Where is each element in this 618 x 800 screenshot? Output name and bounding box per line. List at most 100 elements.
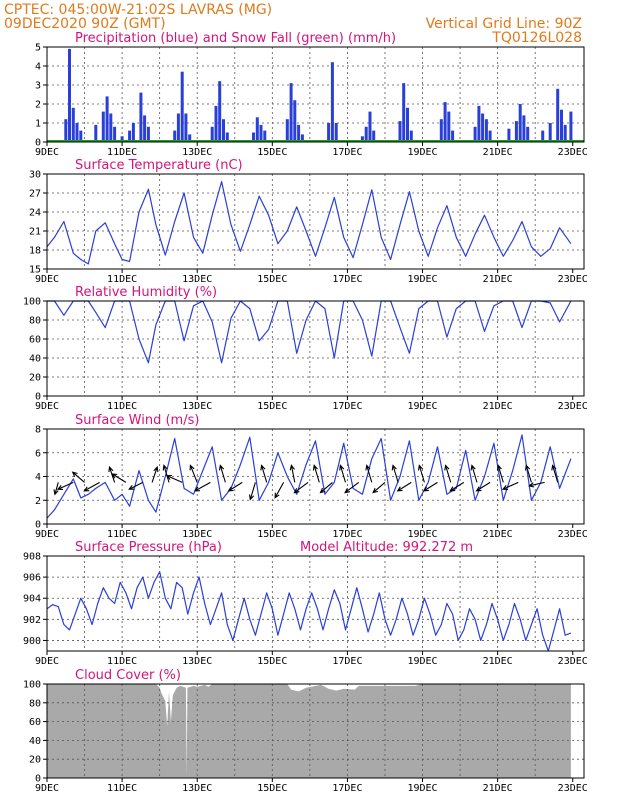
- wind-xtick-label-4: 17DEC: [332, 529, 362, 540]
- precip-bar-55: [507, 128, 511, 142]
- wind-vector-36: [528, 481, 545, 488]
- humidity-xtick-label-7: 23DEC: [558, 401, 588, 412]
- wind-vector-26: [396, 481, 412, 492]
- precip-bar-45: [409, 130, 413, 142]
- humidity-title: Relative Humidity (%): [75, 285, 217, 300]
- temperature-xtick-label-3: 15DEC: [257, 274, 287, 285]
- wind-vector-3: [83, 481, 100, 492]
- precipitation-ytick-label-1: 1: [35, 119, 41, 130]
- precip-bar-39: [364, 126, 368, 142]
- precip-bar-9: [113, 126, 117, 142]
- wind-vector-0: [53, 482, 59, 496]
- precip-bar-33: [297, 124, 301, 142]
- precipitation-xtick-label-2: 13DEC: [182, 147, 212, 158]
- humidity-ytick-label-5: 100: [23, 297, 41, 308]
- precip-bar-44: [406, 107, 409, 142]
- precipitation-title: Precipitation (blue) and Snow Fall (gree…: [75, 31, 396, 46]
- precipitation-ytick-label-2: 2: [35, 100, 41, 111]
- pressure-ytick-label-4: 908: [23, 552, 41, 563]
- precip-bar-61: [548, 123, 552, 142]
- cloud-cover-xtick-label-4: 17DEC: [332, 783, 362, 794]
- temperature-ytick-label-3: 24: [29, 208, 41, 219]
- header-code: TQ0126L028: [491, 30, 582, 46]
- temperature-series-line: [46, 181, 572, 265]
- temperature-ytick-label-1: 18: [29, 246, 41, 257]
- pressure-xtick-label-5: 19DEC: [407, 656, 437, 667]
- pressure-xtick-label-1: 11DEC: [107, 656, 137, 667]
- precip-bar-22: [214, 105, 218, 142]
- wind-ytick-label-0: 0: [35, 520, 41, 531]
- cloud-cover-ytick-label-3: 60: [29, 717, 41, 728]
- pressure-ytick-label-0: 900: [23, 636, 41, 647]
- precip-bar-14: [143, 115, 147, 142]
- precip-bar-15: [146, 126, 150, 142]
- pressure-frame: [46, 555, 585, 652]
- precip-bar-64: [563, 124, 567, 142]
- humidity-xtick-label-4: 17DEC: [332, 401, 362, 412]
- precip-bar-3: [75, 123, 79, 142]
- precip-bar-40: [368, 111, 372, 142]
- wind-vector-32: [475, 481, 491, 492]
- humidity-ytick-label-1: 20: [29, 373, 41, 384]
- precip-bar-53: [484, 119, 488, 142]
- cloud-cover-ytick-label-2: 40: [29, 736, 41, 747]
- humidity-xtick-label-0: 9DEC: [35, 401, 59, 412]
- precip-bar-23: [218, 81, 222, 142]
- precip-bar-35: [327, 123, 331, 142]
- precipitation-xtick-label-3: 15DEC: [257, 147, 287, 158]
- wind-vector-12: [218, 464, 226, 483]
- precip-bar-34: [300, 134, 304, 142]
- wind-vector-24: [372, 481, 386, 494]
- temperature-ytick-label-2: 21: [29, 227, 41, 238]
- temperature-xtick-label-4: 17DEC: [332, 274, 362, 285]
- precipitation-frame: [46, 46, 585, 143]
- pressure-title: Surface Pressure (hPa): [75, 540, 222, 555]
- wind-vector-31: [470, 464, 478, 483]
- wind-xtick-label-0: 9DEC: [35, 529, 59, 540]
- precip-bar-57: [518, 104, 522, 142]
- wind-xtick-label-3: 15DEC: [257, 529, 287, 540]
- precipitation-ytick-label-4: 4: [35, 62, 41, 73]
- wind-vector-1: [56, 481, 74, 490]
- wind-vector-21: [339, 464, 347, 483]
- precipitation-ytick-label-0: 0: [35, 138, 41, 149]
- wind-vector-25: [391, 464, 399, 483]
- precip-bar-51: [477, 105, 481, 142]
- temperature-ytick-label-4: 27: [29, 189, 41, 200]
- precip-bar-65: [569, 111, 573, 142]
- temperature-frame: [46, 173, 585, 270]
- wind-vector-34: [501, 481, 519, 490]
- cloud-cover-xtick-label-2: 13DEC: [182, 783, 212, 794]
- precipitation-xtick-label-4: 17DEC: [332, 147, 362, 158]
- precip-bar-42: [398, 121, 402, 142]
- cloud-cover-xtick-label-5: 19DEC: [407, 783, 437, 794]
- precipitation-xtick-label-1: 11DEC: [107, 147, 137, 158]
- humidity-frame: [46, 300, 585, 397]
- wind-vector-18: [293, 481, 309, 494]
- wind-vector-35: [524, 464, 532, 483]
- precip-bar-58: [522, 115, 526, 142]
- precip-bar-29: [263, 130, 267, 142]
- pressure-series-line: [46, 571, 572, 652]
- humidity-xtick-label-6: 21DEC: [483, 401, 513, 412]
- wind-vector-9: [165, 474, 183, 483]
- precip-bar-16: [173, 130, 177, 142]
- cloud-cover-ytick-label-0: 0: [35, 774, 41, 785]
- precip-bar-25: [225, 132, 229, 142]
- wind-vector-2: [71, 471, 85, 483]
- precipitation-xtick-label-0: 9DEC: [35, 147, 59, 158]
- wind-ytick-label-2: 4: [35, 472, 41, 483]
- cloud-cover-xtick-label-0: 9DEC: [35, 783, 59, 794]
- wind-vector-5: [111, 473, 127, 483]
- precip-bar-63: [560, 109, 563, 142]
- wind-xtick-label-2: 13DEC: [182, 529, 212, 540]
- pressure-xtick-label-7: 23DEC: [558, 656, 588, 667]
- precip-bar-2: [71, 107, 75, 142]
- precip-bar-1: [68, 48, 71, 142]
- wind-vector-28: [422, 481, 438, 492]
- humidity-ytick-label-0: 0: [35, 392, 41, 403]
- pressure-ytick-label-1: 902: [23, 615, 41, 626]
- precip-bar-47: [443, 102, 447, 142]
- temperature-panel: 15 18 21 24 27 30 9DEC 11DEC 13DEC 15DEC 17DEC 19DE…: [29, 158, 588, 285]
- precip-bar-21: [210, 126, 214, 142]
